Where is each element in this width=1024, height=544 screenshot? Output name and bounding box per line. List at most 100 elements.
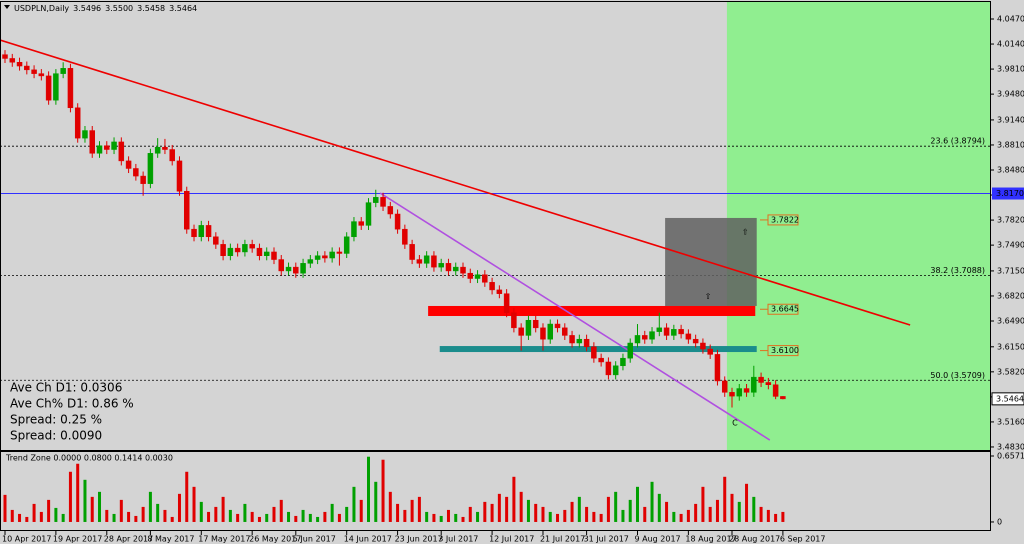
candle-body [74,107,81,139]
candle-body [89,130,95,154]
indicator-bar [345,506,349,522]
candle-body [256,247,263,256]
main-frame [0,1,991,451]
marker-box [767,345,799,357]
candle-body [416,259,423,264]
indicator-bar [534,503,538,522]
indicator-bar [323,511,327,522]
indicator-bar [410,499,414,522]
x-tick-label: 12 Jul 2017 [489,535,534,544]
candle-body [532,319,539,329]
indicator-bar [476,511,480,522]
candle-body [714,354,721,382]
indicator-bar [119,499,123,522]
candle-body [133,168,139,177]
x-tick-label: 18 Aug 2017 [685,535,736,544]
indicator-bar [199,501,203,522]
indicator-bar [461,516,465,522]
candle-body [503,293,510,313]
indicator-bar [512,476,516,522]
indicator-bar [599,513,603,522]
indicator-bar [563,509,567,522]
indicator-bar [32,503,36,522]
indicator-bar [112,513,116,522]
candle-body [707,348,713,355]
indicator-bar [446,509,450,522]
candle-body [423,255,430,264]
stat-text: Ave Ch% D1: 0.86 % [10,397,134,411]
candle-body [263,251,270,256]
candle-body [685,333,692,340]
indicator-bar [585,506,589,522]
candle-body [147,153,154,184]
candle-body [438,263,444,268]
indicator-bar [526,499,530,522]
indicator-bar [606,496,610,522]
indicator-bar [134,515,138,522]
candle-body [489,282,495,291]
candle-body [642,335,648,340]
candle-body [518,327,524,336]
x-tick-label: 14 Jun 2017 [344,535,392,544]
indicator-bar [548,511,552,522]
candle-body [176,160,183,192]
candle-body [53,73,59,101]
candle-body [169,149,175,162]
indicator-bar [643,506,647,522]
zone [428,305,756,316]
y-tick-label: 4.0140 [997,40,1024,49]
candle-body [605,361,612,376]
candle-body [591,346,597,359]
indicator-bar [352,486,356,522]
candle-body [649,331,655,340]
candle-body [16,61,23,67]
indicator-bar [148,491,152,522]
indicator-bar [90,496,94,522]
indicator-bar [759,506,763,522]
arrow: ⇧ [742,228,749,237]
indicator-bar [61,513,65,522]
candle-body [576,338,583,344]
indicator-bar [592,511,596,522]
candle-body [496,289,503,294]
indicator-bar [657,493,661,522]
candle-body [474,274,481,279]
candle-body [554,323,561,329]
indicator-bar [781,511,785,522]
candle-body [38,73,45,77]
candle-body [380,197,386,207]
indicator-bar [432,513,436,522]
candle-body [540,327,546,340]
indicator-bar [650,481,654,522]
candle-body [118,141,125,162]
candle-body [343,236,350,254]
indicator-bar [388,491,392,522]
low: 3.5458 [137,4,165,13]
x-tick-label: 19 Apr 2017 [53,535,102,544]
indicator-bar [752,496,756,522]
title-icon [4,5,10,9]
candle-body [300,263,306,274]
x-tick-label: 23 Jun 2017 [395,535,443,544]
candle-body [758,376,764,383]
marker-box [767,214,799,226]
candle-body [431,255,437,268]
candle-body [387,206,394,215]
indicator-bar [105,509,109,522]
candle-body [104,145,110,150]
indicator-bar [468,506,472,522]
x-tick-label: 28 Aug 2017 [729,535,780,544]
y-tick-label: 3.6820 [997,291,1024,300]
candle-body [111,141,117,150]
y-tick-label: 3.5820 [997,367,1024,376]
candle-body [729,392,735,397]
indicator-bar [25,516,29,522]
candle-body [96,145,103,154]
x-tick-label: 31 Jul 2017 [584,535,629,544]
trendline [0,39,911,326]
candle-body [162,146,168,150]
indicator-bar [679,513,683,522]
indicator-bar [359,499,363,522]
indicator-bar [228,509,232,522]
symbol: USDPLN,Daily [14,4,69,13]
